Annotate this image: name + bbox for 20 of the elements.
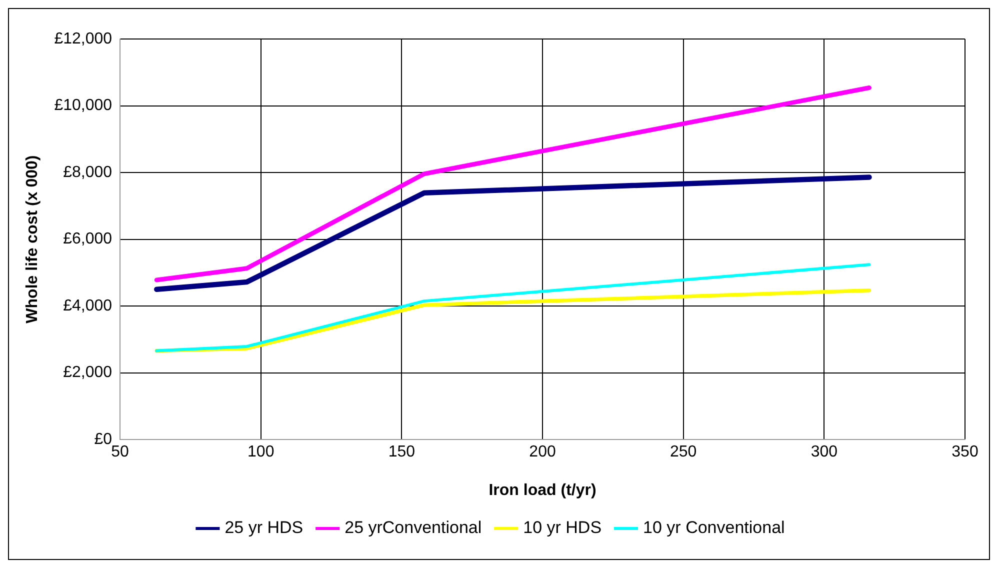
x-tick-label: 350 — [952, 444, 978, 461]
x-axis-title: Iron load (t/yr) — [488, 482, 596, 499]
y-tick-label: £2,000 — [63, 364, 112, 382]
legend-label: 25 yr HDS — [224, 518, 304, 538]
y-axis-title: Whole life cost (x 000) — [24, 155, 42, 324]
y-tick-label: £8,000 — [63, 164, 112, 181]
x-tick-label: 100 — [248, 444, 274, 461]
y-tick-label: £10,000 — [54, 97, 112, 114]
y-tick-label: £0 — [94, 431, 112, 448]
y-tick-label: £4,000 — [63, 297, 112, 314]
y-tick-label: £6,000 — [63, 230, 112, 248]
legend-label: 10 yr Conventional — [643, 518, 785, 538]
x-tick-label: 50 — [111, 444, 130, 461]
x-tick-label: 150 — [388, 444, 416, 461]
x-tick-label: 250 — [670, 444, 697, 461]
legend-label: 10 yr HDS — [523, 518, 602, 538]
x-tick-label: 300 — [810, 444, 838, 461]
x-tick-label: 200 — [529, 444, 556, 461]
legend-label: 25 yrConventional — [344, 518, 482, 538]
y-tick-label: £12,000 — [54, 30, 112, 48]
